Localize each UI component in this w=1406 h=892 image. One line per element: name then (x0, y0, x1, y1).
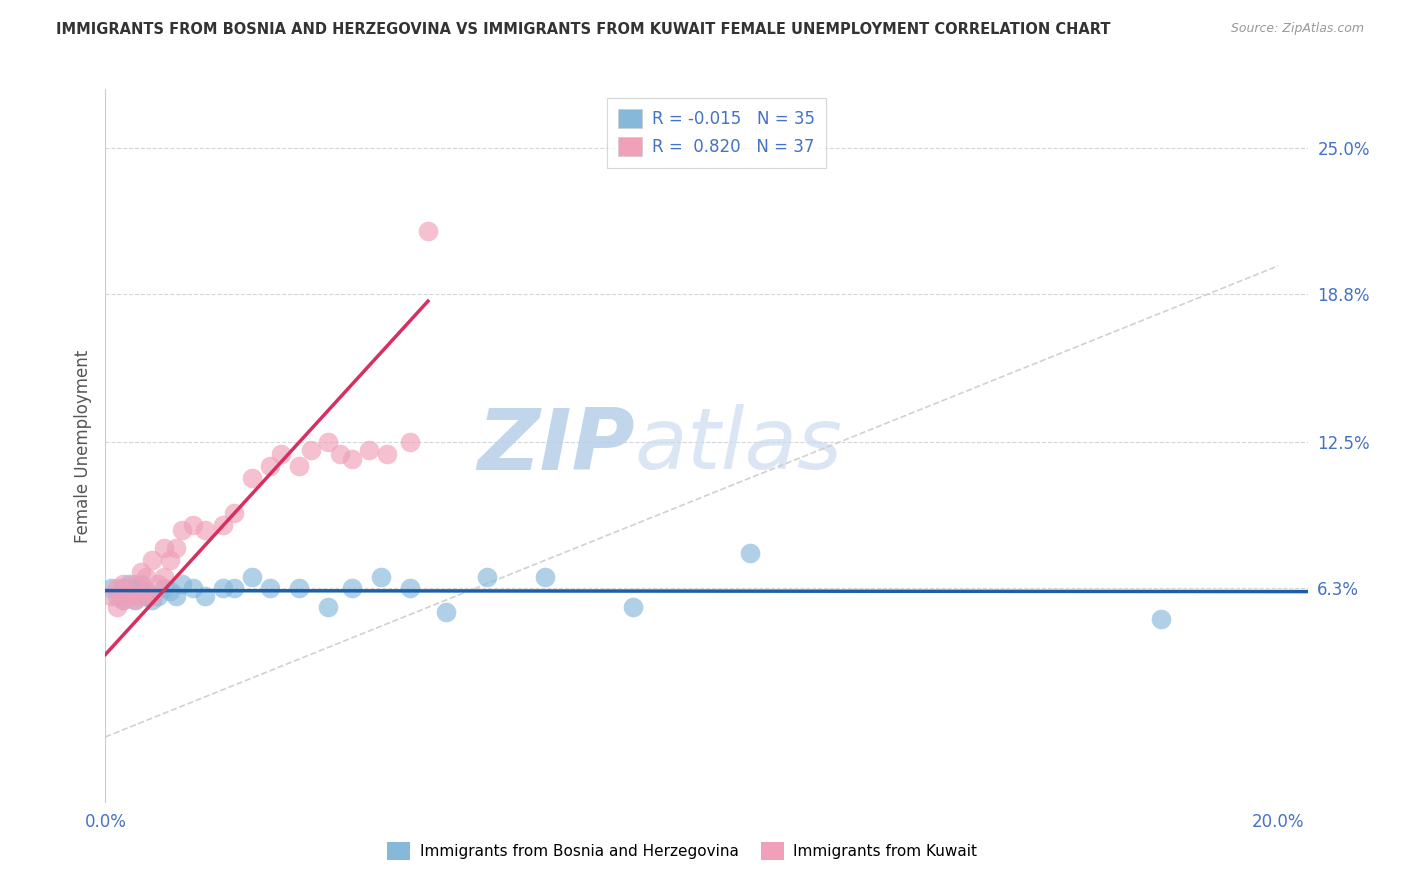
Point (183, 517, 205, 532)
Point (124, 593, 146, 607)
Point (240, 471, 263, 485)
Point (153, 541, 176, 556)
Point (118, 583, 141, 598)
Point (170, 576, 193, 591)
Point (259, 582, 281, 596)
Point (194, 523, 217, 537)
Point (416, 223, 439, 237)
Point (621, 600, 644, 615)
Point (112, 576, 135, 591)
Point (211, 582, 233, 596)
Point (112, 593, 135, 607)
Point (299, 442, 322, 457)
Point (211, 517, 233, 532)
Point (1150, 612, 1173, 626)
Point (183, 582, 205, 596)
Point (475, 570, 498, 584)
Text: IMMIGRANTS FROM BOSNIA AND HERZEGOVINA VS IMMIGRANTS FROM KUWAIT FEMALE UNEMPLOY: IMMIGRANTS FROM BOSNIA AND HERZEGOVINA V… (56, 22, 1111, 37)
Point (129, 576, 152, 591)
Point (740, 546, 762, 560)
Point (148, 576, 170, 591)
Point (124, 582, 146, 596)
Point (224, 582, 246, 596)
Point (141, 553, 163, 567)
Point (399, 435, 422, 450)
Point (141, 593, 163, 607)
Point (340, 452, 363, 467)
Point (124, 576, 146, 591)
Point (399, 582, 422, 596)
Point (370, 570, 392, 584)
Point (259, 458, 281, 473)
Text: atlas: atlas (634, 404, 842, 488)
Point (224, 506, 246, 520)
Text: Source: ZipAtlas.com: Source: ZipAtlas.com (1230, 22, 1364, 36)
Text: ZIP: ZIP (477, 404, 634, 488)
Point (288, 582, 311, 596)
Point (118, 589, 141, 603)
Point (434, 605, 457, 619)
Point (112, 582, 135, 596)
Point (316, 435, 339, 450)
Point (316, 600, 339, 615)
Point (135, 589, 157, 603)
Point (240, 570, 263, 584)
Point (359, 442, 381, 457)
Point (141, 589, 163, 603)
Point (170, 523, 193, 537)
Point (100, 582, 122, 596)
Point (375, 447, 398, 461)
Point (100, 589, 122, 603)
Point (270, 447, 292, 461)
Point (129, 565, 152, 579)
Legend: Immigrants from Bosnia and Herzegovina, Immigrants from Kuwait: Immigrants from Bosnia and Herzegovina, … (381, 836, 984, 866)
Point (159, 583, 181, 598)
Point (105, 600, 128, 615)
Point (105, 589, 128, 603)
Point (112, 593, 135, 607)
Point (340, 582, 363, 596)
Point (118, 576, 141, 591)
Point (105, 582, 128, 596)
Point (165, 589, 187, 603)
Point (135, 583, 157, 598)
Point (118, 589, 141, 603)
Point (153, 582, 176, 596)
Point (534, 570, 557, 584)
Point (329, 447, 352, 461)
Y-axis label: Female Unemployment: Female Unemployment (73, 350, 91, 542)
Point (135, 583, 157, 598)
Point (153, 570, 176, 584)
Point (165, 541, 187, 556)
Point (194, 589, 217, 603)
Point (288, 458, 311, 473)
Point (159, 553, 181, 567)
Point (129, 589, 152, 603)
Point (148, 589, 170, 603)
Point (124, 593, 146, 607)
Point (135, 570, 157, 584)
Point (129, 583, 152, 598)
